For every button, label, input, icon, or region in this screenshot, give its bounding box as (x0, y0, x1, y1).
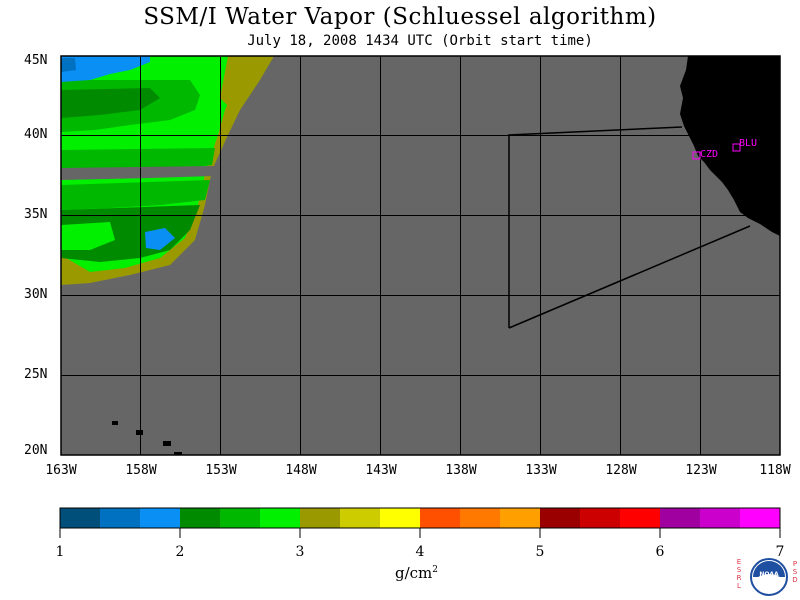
lon-label-118w: 118W (759, 463, 791, 478)
colorbar-swatches (60, 508, 781, 528)
swath-blue-south (145, 228, 175, 250)
lon-label-133w: 133W (525, 463, 557, 478)
lon-label-153w: 153W (205, 463, 237, 478)
swath-blue-north (61, 56, 150, 82)
colorbar-swatch (220, 508, 261, 528)
colorbar-tick-6: 6 (655, 544, 665, 560)
colorbar-swatch (60, 508, 101, 528)
domain-track-south (508, 225, 751, 329)
colorbar-tick-7: 7 (775, 544, 785, 560)
swath-blue-north-2 (61, 58, 76, 72)
colorbar-swatch (700, 508, 741, 528)
colorbar-swatch (460, 508, 501, 528)
land-west-coast (680, 56, 780, 236)
lon-label-148w: 148W (285, 463, 317, 478)
colorbar-tick-marks (59, 528, 781, 538)
swath-gray-gap (61, 166, 215, 180)
lat-label-40n: 40N (24, 127, 48, 142)
page-subtitle: July 18, 2008 1434 UTC (Orbit start time… (247, 33, 593, 49)
station-czd-marker (692, 151, 701, 160)
units-base: g/cm (395, 564, 433, 582)
colorbar-swatch (300, 508, 341, 528)
colorbar-swatch (340, 508, 381, 528)
station-blu-marker (732, 143, 741, 152)
lon-label-158w: 158W (125, 463, 157, 478)
swath-olive-north (220, 56, 274, 110)
lat-label-25n: 25N (24, 367, 48, 382)
lon-label-138w: 138W (445, 463, 477, 478)
page-title: SSM/I Water Vapor (Schluessel algorithm) (143, 4, 657, 30)
map-frame (60, 55, 781, 456)
lat-label-45n: 45N (24, 53, 48, 68)
colorbar-swatch (100, 508, 141, 528)
station-blu-label: BLU (739, 138, 757, 149)
swath-dark-green-north (61, 88, 160, 118)
colorbar-swatch (500, 508, 541, 528)
hawaiian-islands (112, 421, 182, 455)
lat-label-30n: 30N (24, 287, 48, 302)
colorbar-swatch (660, 508, 701, 528)
colorbar-swatch (740, 508, 781, 528)
lat-label-20n: 20N (24, 443, 48, 458)
colorbar-tick-4: 4 (415, 544, 425, 560)
noaa-seal-icon: NOAA (750, 558, 788, 596)
swath-mid-green-middle (61, 148, 215, 172)
colorbar-units: g/cm2 (395, 564, 438, 582)
colorbar-swatch (580, 508, 621, 528)
colorbar-tick-2: 2 (175, 544, 185, 560)
lat-label-35n: 35N (24, 207, 48, 222)
domain-track (508, 126, 683, 328)
lon-label-128w: 128W (605, 463, 637, 478)
lon-label-123w: 123W (685, 463, 717, 478)
colorbar-tick-1: 1 (55, 544, 65, 560)
colorbar-swatch (140, 508, 181, 528)
colorbar-swatch (180, 508, 221, 528)
colorbar-swatch (620, 508, 661, 528)
station-czd-label: CZD (700, 149, 718, 160)
colorbar-swatch (380, 508, 421, 528)
colorbar-tick-5: 5 (535, 544, 545, 560)
colorbar-swatch (260, 508, 301, 528)
stations: CZD BLU (692, 138, 757, 160)
lon-label-143w: 143W (365, 463, 397, 478)
swath-mid-green-south (61, 180, 210, 210)
logo-noaa-text: NOAA (759, 571, 779, 578)
map-grid (61, 56, 780, 455)
swath-dark-green-south (61, 205, 200, 262)
colorbar-swatch (540, 508, 581, 528)
colorbar-swatch (420, 508, 461, 528)
swath-bright-green-south (61, 222, 115, 250)
lon-label-163w: 163W (45, 463, 77, 478)
colorbar-tick-3: 3 (295, 544, 305, 560)
units-exponent: 2 (432, 565, 439, 575)
